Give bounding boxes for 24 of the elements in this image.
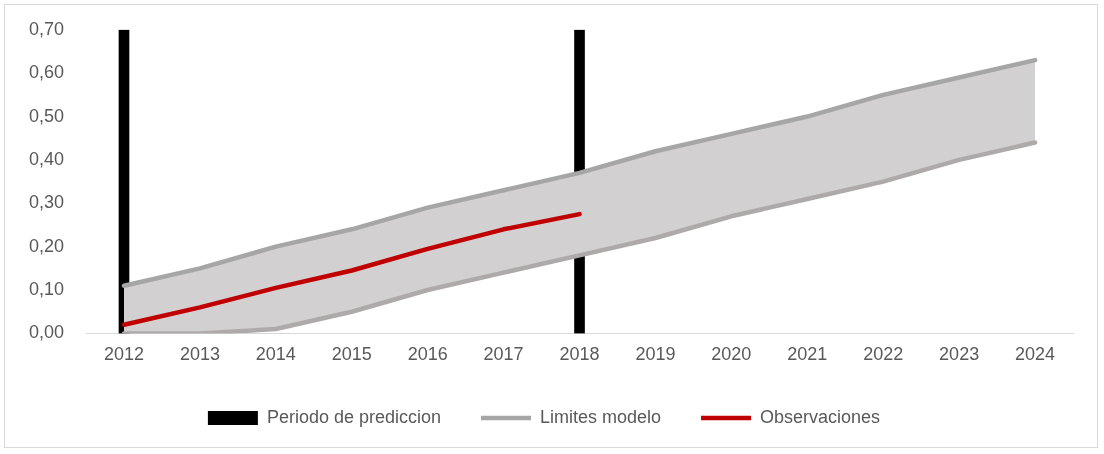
x-tick-label: 2023 bbox=[939, 344, 980, 365]
y-tick-label: 0,70 bbox=[28, 18, 65, 39]
x-tick-label: 2017 bbox=[483, 344, 524, 365]
y-tick-label: 0,60 bbox=[28, 62, 65, 83]
x-tick-label: 2016 bbox=[407, 344, 448, 365]
legend-label: Limites modelo bbox=[540, 406, 662, 427]
x-tick-label: 2022 bbox=[863, 344, 904, 365]
x-tick-label: 2024 bbox=[1015, 344, 1056, 365]
x-tick-label: 2020 bbox=[711, 344, 752, 365]
legend-label: Periodo de prediccion bbox=[266, 406, 442, 427]
x-tick-label: 2013 bbox=[179, 344, 220, 365]
x-tick-label: 2019 bbox=[635, 344, 676, 365]
x-tick-label: 2012 bbox=[103, 344, 145, 365]
y-tick-label: 0,40 bbox=[28, 148, 65, 169]
y-tick-label: 0,30 bbox=[28, 192, 65, 213]
y-tick-label: 0,20 bbox=[28, 235, 65, 256]
y-tick-label: 0,10 bbox=[28, 279, 65, 299]
x-tick-label: 2014 bbox=[255, 344, 296, 365]
legend-label: Observaciones bbox=[760, 406, 881, 427]
x-tick-label: 2015 bbox=[331, 344, 372, 365]
y-tick-label: 0,00 bbox=[28, 322, 65, 343]
y-tick-label: 0,50 bbox=[28, 105, 65, 126]
x-tick-label: 2018 bbox=[559, 344, 600, 365]
x-tick-label: 2021 bbox=[787, 344, 828, 365]
